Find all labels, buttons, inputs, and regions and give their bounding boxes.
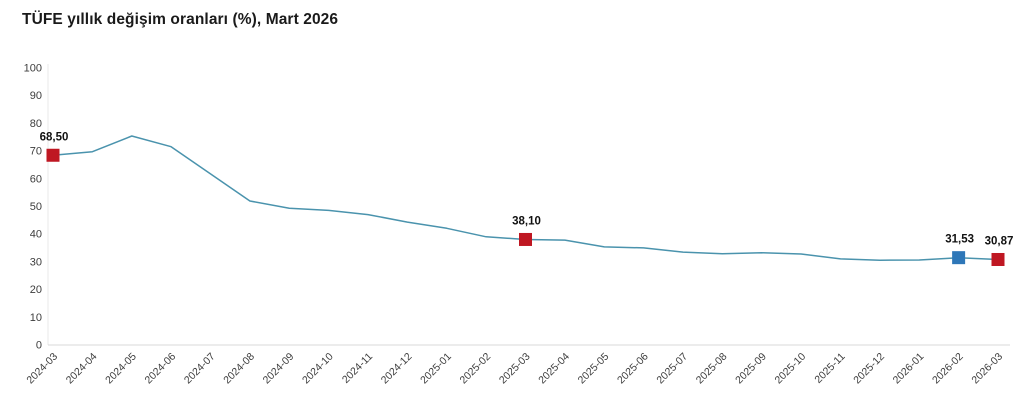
x-tick-label: 2024-12 <box>379 351 415 387</box>
x-tick-label: 2024-10 <box>300 351 336 387</box>
marker-2024-03 <box>46 148 60 162</box>
marker-2025-03 <box>519 232 532 246</box>
x-tick-label: 2025-06 <box>615 351 651 387</box>
x-tick-label: 2025-09 <box>733 351 769 387</box>
y-tick-label: 20 <box>30 284 42 296</box>
value-label-2024-03: 68,50 <box>40 131 69 143</box>
x-tick-label: 2024-05 <box>103 351 139 387</box>
value-label-2025-03: 38,10 <box>512 215 541 227</box>
x-tick-label: 2025-12 <box>851 351 887 387</box>
x-tick-label: 2026-03 <box>969 351 1005 387</box>
value-label-2026-03: 30,87 <box>985 235 1014 247</box>
y-tick-label: 50 <box>30 201 42 213</box>
x-tick-label: 2025-08 <box>694 351 730 387</box>
y-tick-label: 10 <box>30 312 42 324</box>
x-tick-label: 2026-02 <box>930 351 966 387</box>
marker-2026-02 <box>952 251 966 265</box>
x-tick-label: 2025-07 <box>654 351 690 387</box>
x-tick-label: 2025-03 <box>497 351 533 387</box>
x-tick-label: 2026-01 <box>891 351 927 387</box>
x-tick-label: 2024-09 <box>261 351 297 387</box>
x-tick-label: 2024-04 <box>64 351 100 387</box>
y-tick-label: 60 <box>30 173 42 185</box>
x-tick-label: 2024-07 <box>182 351 218 387</box>
marker-2026-03 <box>991 252 1005 266</box>
x-tick-label: 2024-08 <box>221 351 257 387</box>
x-tick-label: 2025-05 <box>576 351 612 387</box>
chart-title: TÜFE yıllık değişim oranları (%), Mart 2… <box>22 11 339 28</box>
y-tick-label: 40 <box>30 229 42 241</box>
y-tick-label: 80 <box>30 118 42 130</box>
x-tick-label: 2025-01 <box>418 351 454 387</box>
y-tick-label: 70 <box>30 146 42 158</box>
y-tick-label: 100 <box>24 63 42 75</box>
x-tick-label: 2024-03 <box>24 351 60 387</box>
x-tick-label: 2025-04 <box>536 351 572 387</box>
y-tick-label: 30 <box>30 256 42 268</box>
value-label-2026-02: 31,53 <box>945 234 974 246</box>
x-tick-label: 2025-10 <box>773 351 809 387</box>
x-tick-label: 2025-11 <box>812 351 847 386</box>
x-tick-label: 2025-02 <box>458 351 494 387</box>
y-tick-label: 90 <box>30 90 42 102</box>
x-tick-label: 2024-11 <box>340 351 375 386</box>
y-tick-label: 0 <box>36 340 42 352</box>
x-tick-label: 2024-06 <box>143 351 179 387</box>
